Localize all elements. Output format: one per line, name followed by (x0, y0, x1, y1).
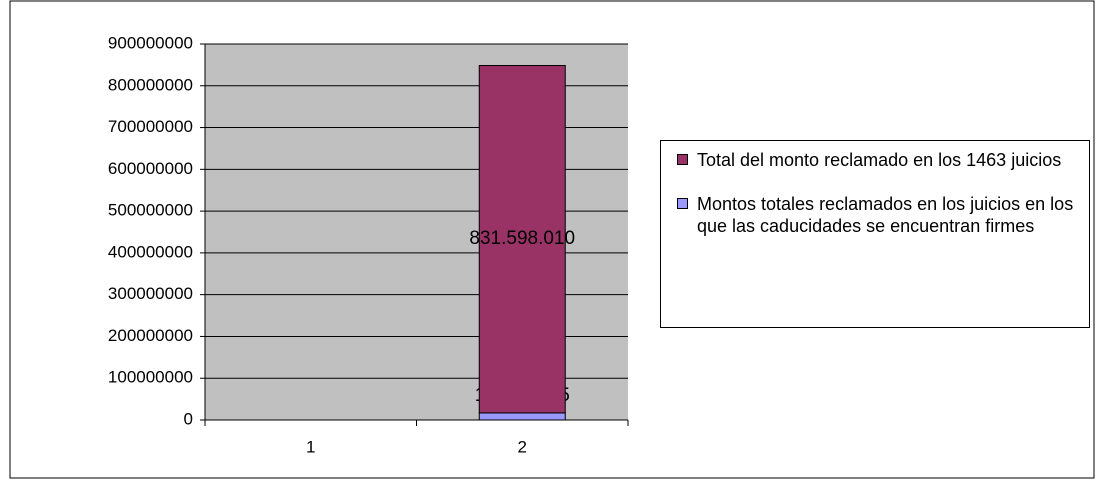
data-label: 831.598.010 (469, 228, 575, 249)
legend-label: Total del monto reclamado en los 1463 ju… (697, 150, 1062, 170)
legend-entry: Total del monto reclamado en los 1463 ju… (671, 149, 1079, 171)
y-tick-label: 600000000 (108, 159, 193, 178)
y-tick-label: 200000000 (108, 326, 193, 345)
y-tick-label: 400000000 (108, 242, 193, 261)
legend-swatch (677, 198, 688, 209)
y-tick-label: 0 (184, 409, 193, 428)
legend-label: Montos totales reclamados en los juicios… (697, 194, 1074, 236)
y-tick-label: 300000000 (108, 284, 193, 303)
y-tick-label: 700000000 (108, 117, 193, 136)
legend-entry: Montos totales reclamados en los juicios… (671, 193, 1079, 237)
y-tick-label: 900000000 (108, 33, 193, 52)
y-tick-label: 500000000 (108, 201, 193, 220)
bar-segment (478, 65, 566, 414)
legend-swatch (677, 154, 688, 165)
y-tick-label: 800000000 (108, 75, 193, 94)
x-tick-label: 2 (518, 437, 527, 456)
bar-segment (478, 412, 566, 421)
y-tick-label: 100000000 (108, 368, 193, 387)
x-tick-label: 1 (306, 437, 315, 456)
legend: Total del monto reclamado en los 1463 ju… (660, 140, 1090, 328)
